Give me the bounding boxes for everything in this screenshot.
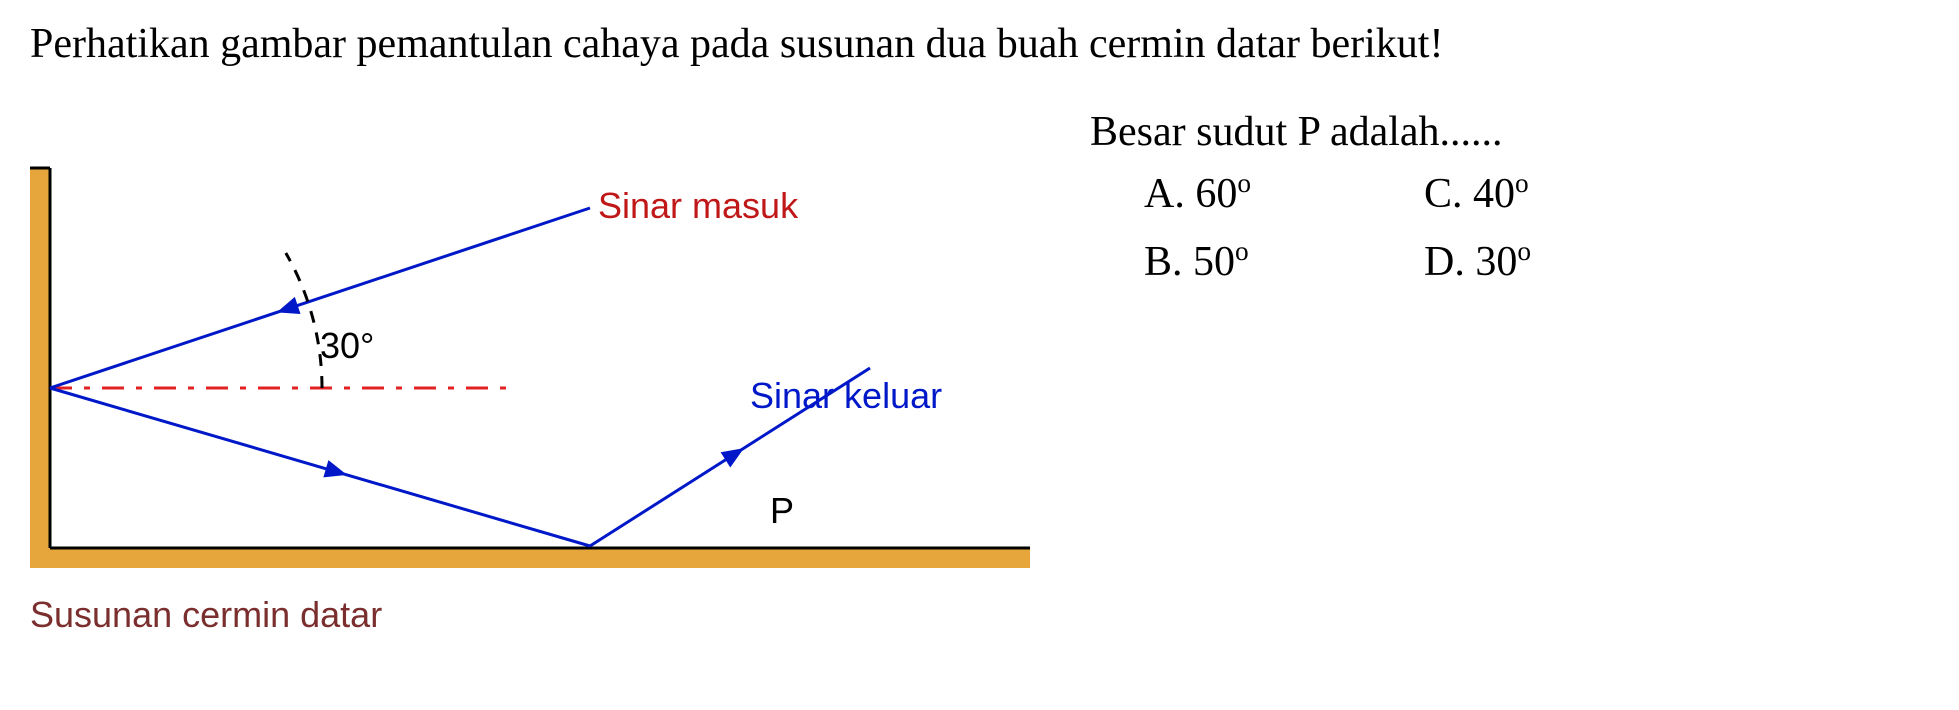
reflection-diagram: 30° Sinar masuk Sinar keluar P — [30, 108, 1040, 588]
degree-mark: o — [1515, 168, 1529, 198]
choice-c: C. 40o — [1424, 168, 1624, 218]
degree-mark: o — [1237, 168, 1251, 198]
choices-grid: A. 60o C. 40o B. 50o D. 30o — [1144, 168, 1624, 286]
degree-mark: o — [1235, 236, 1249, 266]
answer-column: Besar sudut P adalah...... A. 60o C. 40o… — [1090, 108, 1624, 286]
choice-a: A. 60o — [1144, 168, 1424, 218]
choice-b-value: 50 — [1193, 239, 1235, 285]
diagram-caption: Susunan cermin datar — [30, 594, 1050, 636]
answer-prompt: Besar sudut P adalah...... — [1090, 108, 1624, 156]
diagram-column: 30° Sinar masuk Sinar keluar P Susunan cerm… — [30, 108, 1050, 636]
svg-text:30°: 30° — [320, 325, 374, 366]
content-row: 30° Sinar masuk Sinar keluar P Susunan cerm… — [30, 108, 1929, 636]
svg-text:Sinar masuk: Sinar masuk — [598, 185, 799, 226]
svg-text:Sinar keluar: Sinar keluar — [750, 375, 942, 416]
choice-c-value: 40 — [1473, 171, 1515, 217]
question-text: Perhatikan gambar pemantulan cahaya pada… — [30, 20, 1929, 68]
choice-d-value: 30 — [1475, 239, 1517, 285]
svg-text:P: P — [770, 490, 794, 531]
choice-a-value: 60 — [1195, 171, 1237, 217]
choice-b: B. 50o — [1144, 236, 1424, 286]
choice-d: D. 30o — [1424, 236, 1624, 286]
degree-mark: o — [1517, 236, 1531, 266]
